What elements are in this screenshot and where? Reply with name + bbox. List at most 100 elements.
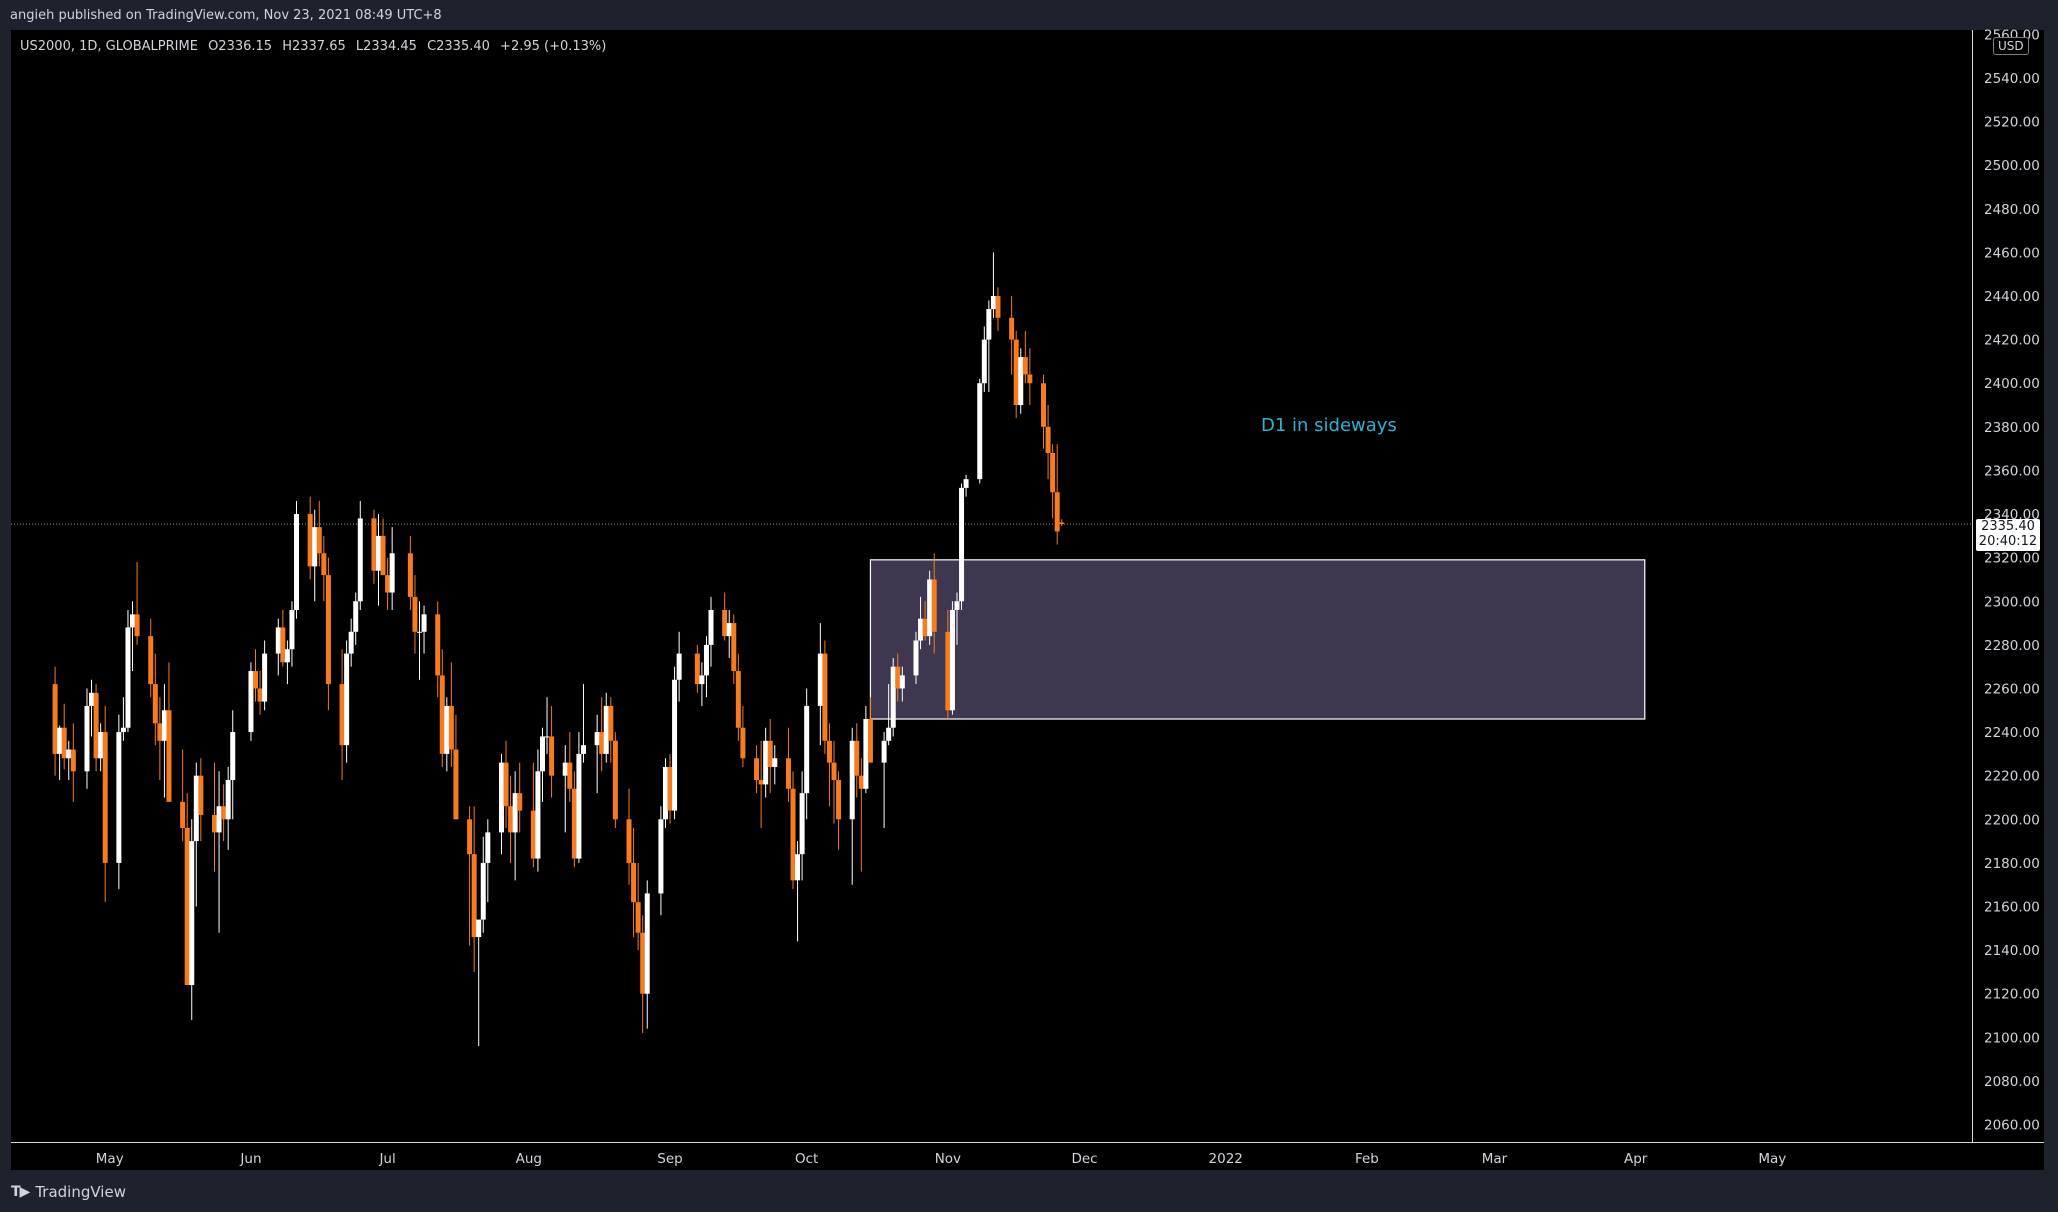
candle	[931, 553, 937, 654]
time-tick-label: Jul	[378, 1151, 395, 1167]
candle	[772, 745, 778, 785]
candle-body	[849, 740, 855, 820]
candle	[754, 745, 760, 794]
candle	[1041, 374, 1047, 449]
candle-body	[61, 727, 67, 759]
candle-body	[662, 766, 668, 820]
candle-body	[166, 710, 172, 802]
tradingview-logo-icon: 𝗧▶	[11, 1184, 30, 1200]
candle-body	[913, 640, 919, 676]
candle	[380, 518, 386, 576]
candle-body	[731, 623, 737, 672]
candle-body	[854, 740, 860, 776]
candle	[1013, 330, 1019, 419]
candle-body	[180, 801, 186, 829]
candle-body	[672, 679, 678, 811]
candle	[822, 640, 828, 754]
candle	[858, 758, 864, 872]
price-tick-label: 2260.00	[1984, 681, 2040, 697]
range-zone[interactable]	[869, 559, 1646, 720]
candle-body	[225, 780, 231, 820]
price-tick-label: 2440.00	[1984, 289, 2040, 305]
candle-body	[52, 684, 58, 754]
candle-body	[480, 862, 486, 920]
price-tick-label: 2240.00	[1984, 725, 2040, 741]
candle-body	[612, 740, 618, 820]
candle	[485, 819, 491, 903]
legend-change: +2.95 (+0.13%)	[500, 39, 607, 54]
candle	[476, 919, 482, 1047]
candle	[708, 596, 714, 667]
candle-body	[567, 762, 573, 789]
candle	[913, 631, 919, 685]
candle-body	[799, 793, 805, 855]
candle	[189, 819, 195, 1020]
candle-body	[817, 653, 823, 706]
candle	[84, 688, 90, 789]
candle-body	[280, 627, 286, 663]
candle	[353, 592, 359, 645]
candle	[817, 623, 823, 746]
candle	[512, 771, 518, 881]
candle-body	[325, 575, 331, 685]
candle-body	[1009, 317, 1015, 340]
candle-body	[990, 296, 996, 310]
candle	[599, 697, 605, 772]
time-axis[interactable]	[11, 1142, 2044, 1171]
candle-body	[198, 775, 204, 815]
candle-body	[116, 732, 122, 863]
candle-body	[881, 740, 887, 763]
price-tick-label: 2200.00	[1984, 812, 2040, 828]
candle	[166, 662, 172, 802]
candle-body	[380, 535, 386, 576]
candle-body	[508, 806, 514, 833]
candle	[257, 671, 263, 715]
tradingview-logo[interactable]: 𝗧▶ TradingView	[11, 1183, 126, 1201]
candle	[180, 749, 186, 842]
candle-body	[562, 762, 568, 776]
candle-body	[530, 810, 536, 859]
candle	[275, 618, 281, 676]
candle-body	[722, 609, 728, 637]
candle-body	[895, 666, 901, 689]
price-axis[interactable]	[1972, 30, 2045, 1142]
annotation-text[interactable]: D1 in sideways	[1261, 415, 1397, 436]
candle	[339, 649, 345, 781]
time-tick-label: Nov	[935, 1151, 961, 1167]
candle	[348, 618, 354, 667]
candle	[954, 592, 960, 645]
candle-body	[703, 644, 709, 676]
candle-body	[312, 527, 318, 567]
candle	[198, 758, 204, 842]
candle-body	[804, 705, 810, 794]
currency-badge[interactable]: USD	[1993, 37, 2029, 55]
candle-body	[708, 609, 714, 645]
candle-body	[945, 631, 951, 711]
candle-body	[981, 339, 987, 384]
candle	[221, 784, 227, 842]
candle-body	[161, 710, 167, 741]
candle	[344, 640, 350, 763]
candle	[1018, 348, 1024, 414]
candle	[134, 562, 140, 645]
candle-body	[576, 753, 582, 859]
candle	[389, 527, 395, 610]
candle	[184, 793, 190, 986]
candle-body	[503, 762, 509, 807]
candle-body	[89, 692, 95, 706]
candle	[863, 705, 869, 794]
candle-body	[826, 740, 832, 763]
candle	[703, 636, 709, 698]
legend-symbol[interactable]: US2000, 1D, GLOBALPRIME	[20, 39, 198, 54]
candle-body	[98, 732, 104, 759]
candle	[357, 500, 363, 610]
candle	[804, 688, 810, 820]
legend-high: H2337.65	[282, 39, 346, 54]
candle	[407, 535, 413, 610]
candle	[503, 740, 509, 829]
candle-body	[822, 653, 828, 741]
published-info: angieh published on TradingView.com, Nov…	[10, 8, 442, 23]
candle	[694, 644, 700, 693]
candle	[89, 679, 95, 737]
